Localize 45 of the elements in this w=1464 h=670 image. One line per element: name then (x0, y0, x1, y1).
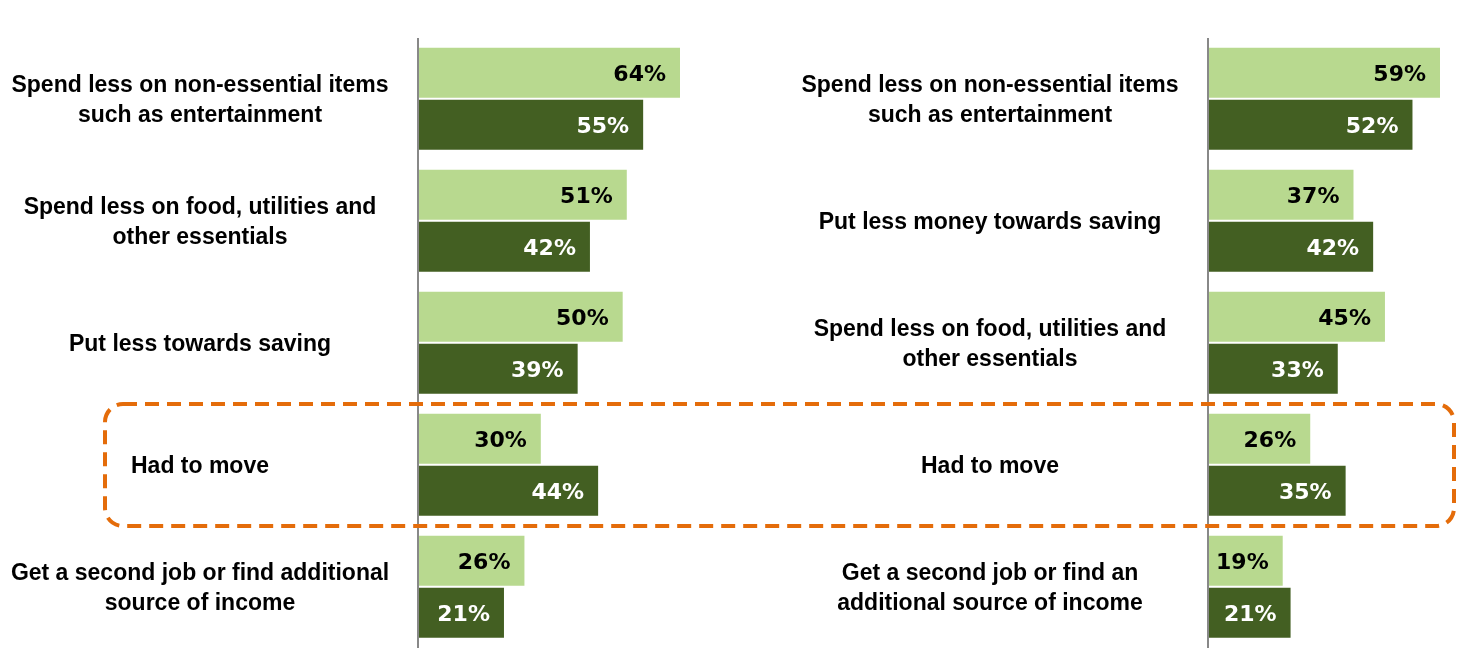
data-label: 44% (531, 478, 585, 504)
bar (418, 343, 578, 394)
y-tick-label: Put less money towards saving (818, 208, 1162, 234)
bar (418, 413, 541, 464)
y-tick-label: Spend less on non-essential items such as entertainment (11, 71, 389, 127)
bar (1208, 47, 1440, 98)
data-label: 59% (1373, 60, 1426, 86)
data-label: 26% (457, 548, 511, 574)
data-label: 45% (1318, 304, 1371, 330)
y-tick-label: Put less towards saving (68, 330, 332, 356)
y-tick-label: Get a second job or find an additional source of income (837, 559, 1143, 615)
data-label: 50% (556, 304, 609, 330)
bar (418, 291, 623, 342)
data-label: 19% (1216, 548, 1269, 574)
data-label: 21% (437, 600, 490, 626)
bar (1208, 291, 1385, 342)
bar (418, 465, 599, 516)
bar (1208, 465, 1346, 516)
data-label: 42% (523, 234, 576, 260)
y-tick-label: Spend less on food, utilities and other essentials (23, 193, 377, 249)
y-tick-label: Spend less on food, utilities and other essentials (813, 315, 1167, 371)
bar (418, 47, 680, 98)
data-label: 35% (1278, 478, 1332, 504)
bar (418, 221, 590, 272)
y-tick-label: Spend less on non-essential items such as entertainment (801, 71, 1179, 127)
data-label: 33% (1271, 356, 1324, 382)
data-label: 64% (613, 60, 666, 86)
data-label: 55% (576, 112, 630, 138)
data-label: 51% (560, 182, 613, 208)
data-label: 42% (1306, 234, 1360, 260)
data-label: 39% (510, 356, 564, 382)
data-label: 26% (1243, 426, 1297, 452)
bar (1208, 169, 1354, 220)
bar (1208, 221, 1374, 272)
y-tick-label: Get a second job or find additional source of income (10, 559, 390, 615)
bar (418, 169, 627, 220)
bar (1208, 343, 1338, 394)
y-tick-label: Had to move (130, 452, 270, 478)
data-label: 30% (474, 426, 527, 452)
y-tick-label: Had to move (920, 452, 1060, 478)
data-label: 52% (1345, 112, 1399, 138)
bar (1208, 99, 1413, 150)
bar (418, 99, 644, 150)
data-label: 37% (1286, 182, 1340, 208)
data-label: 21% (1223, 600, 1277, 626)
